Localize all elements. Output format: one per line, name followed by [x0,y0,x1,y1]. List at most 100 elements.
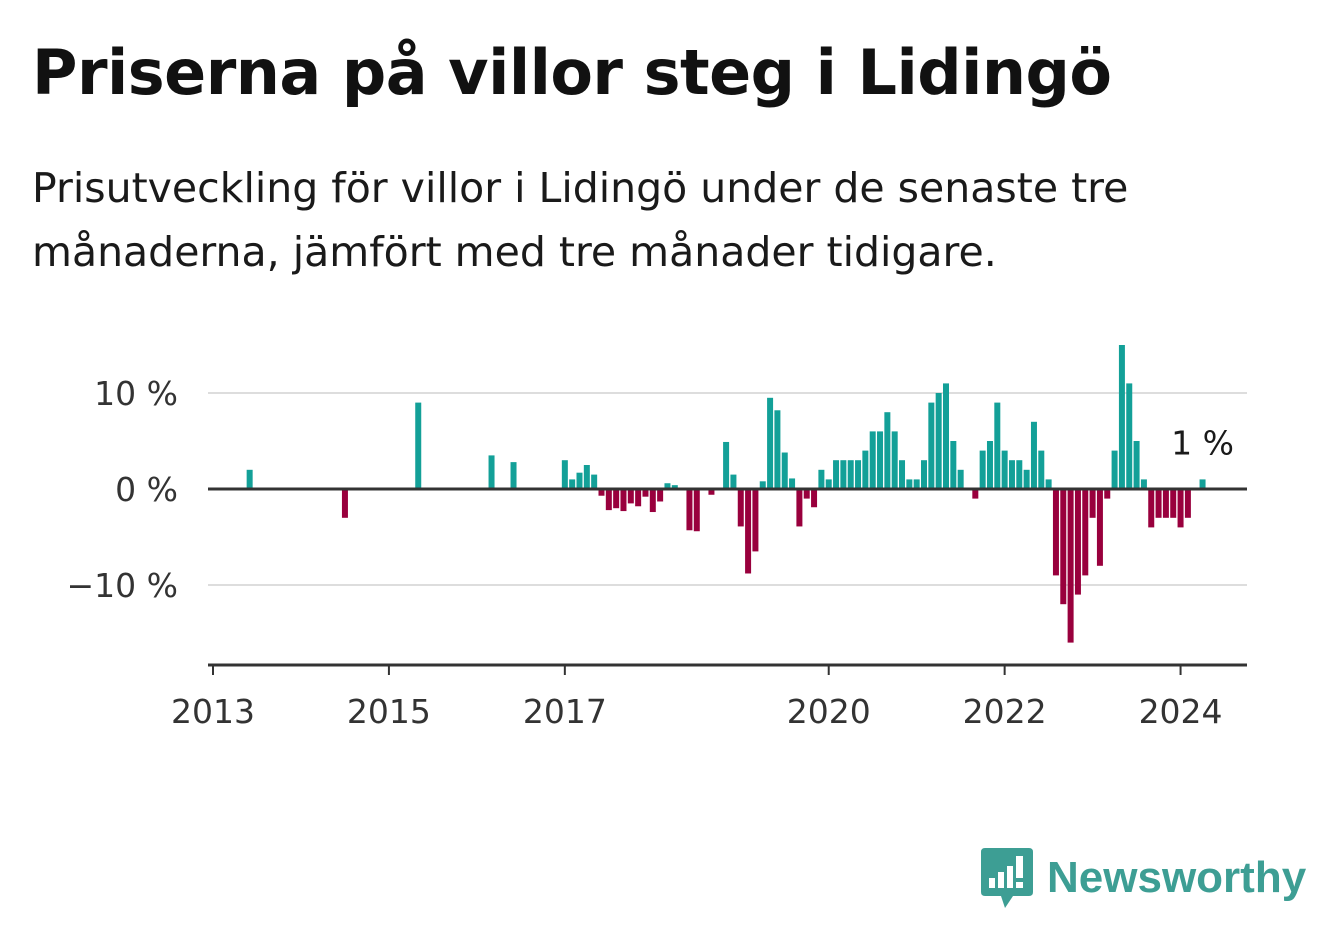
bar [620,489,627,512]
bar [561,460,568,489]
bar [686,489,693,531]
bar [774,410,781,489]
bar [1162,489,1169,518]
bar [591,474,598,489]
bar [1148,489,1155,528]
brand-name: Newsworthy [1047,853,1307,902]
bar [642,489,649,497]
bar [847,460,854,489]
bar [825,479,832,489]
bar [737,489,744,527]
bar [811,489,818,508]
x-tick-label: 2017 [523,692,607,731]
bar [891,431,898,489]
bar [341,489,348,518]
bar [1052,489,1059,576]
bar [664,483,671,489]
bar [1089,489,1096,518]
bar [745,489,752,574]
bar [598,489,605,496]
x-tick-label: 2022 [963,692,1047,731]
bar [708,489,715,495]
bar [869,431,876,489]
bar [488,455,495,489]
bar [899,460,906,489]
bar [613,489,620,509]
bar [818,469,825,489]
bar [1118,345,1125,489]
bar [583,465,590,489]
bar [605,489,612,511]
bar [767,397,774,489]
newsworthy-logo-icon [981,848,1033,908]
bar [510,462,517,489]
bar [972,489,979,499]
bar [1133,441,1140,489]
bar [913,479,920,489]
bar [1184,489,1191,518]
bar [796,489,803,527]
bar [730,474,737,489]
bar [657,489,664,502]
bar [649,489,656,513]
bar [627,489,634,504]
bar [1038,450,1045,489]
bar [935,393,942,489]
bar [1111,450,1118,489]
bar [635,489,642,507]
bar [1140,479,1147,489]
bar [576,472,583,489]
bar [840,460,847,489]
bar [752,489,759,552]
bar [1045,479,1052,489]
bar [994,402,1001,489]
bar [877,431,884,489]
bar [1199,479,1206,489]
y-tick-label: 0 % [115,470,178,509]
y-tick-label: −10 % [67,566,179,605]
bar [1067,489,1074,643]
bar [979,450,986,489]
bar [759,481,766,489]
bar [1155,489,1162,518]
y-tick-label: 10 % [94,374,178,413]
bar [855,460,862,489]
bar [1177,489,1184,528]
chart-subtitle: Prisutveckling för villor i Lidingö unde… [32,164,1129,276]
x-tick-label: 2013 [171,692,255,731]
bar [569,479,576,489]
bar [833,460,840,489]
bar [906,479,913,489]
x-tick-label: 2020 [787,692,871,731]
bar [693,489,700,532]
bar [1126,383,1133,489]
bar [1096,489,1103,566]
bar [1030,421,1037,489]
bar [950,441,957,489]
brand-logo: Newsworthy [981,848,1306,908]
bar [986,441,993,489]
chart-title: Priserna på villor steg i Lidingö [32,36,1112,109]
bar [1104,489,1111,499]
bar [957,469,964,489]
bar [1016,460,1023,489]
bar [884,412,891,489]
x-tick-label: 2015 [347,692,431,731]
bar [789,478,796,489]
bar [921,460,928,489]
bar [246,469,253,489]
bar [1001,450,1008,489]
bar [1023,469,1030,489]
bar [781,452,788,489]
last-value-label: 1 % [1171,423,1234,462]
bar [671,485,678,489]
bar [723,441,730,489]
x-tick-label: 2024 [1139,692,1223,731]
bar [1082,489,1089,576]
bar [928,402,935,489]
bar [943,383,949,489]
bar [415,402,422,489]
bar [1008,460,1015,489]
bar [1074,489,1081,595]
